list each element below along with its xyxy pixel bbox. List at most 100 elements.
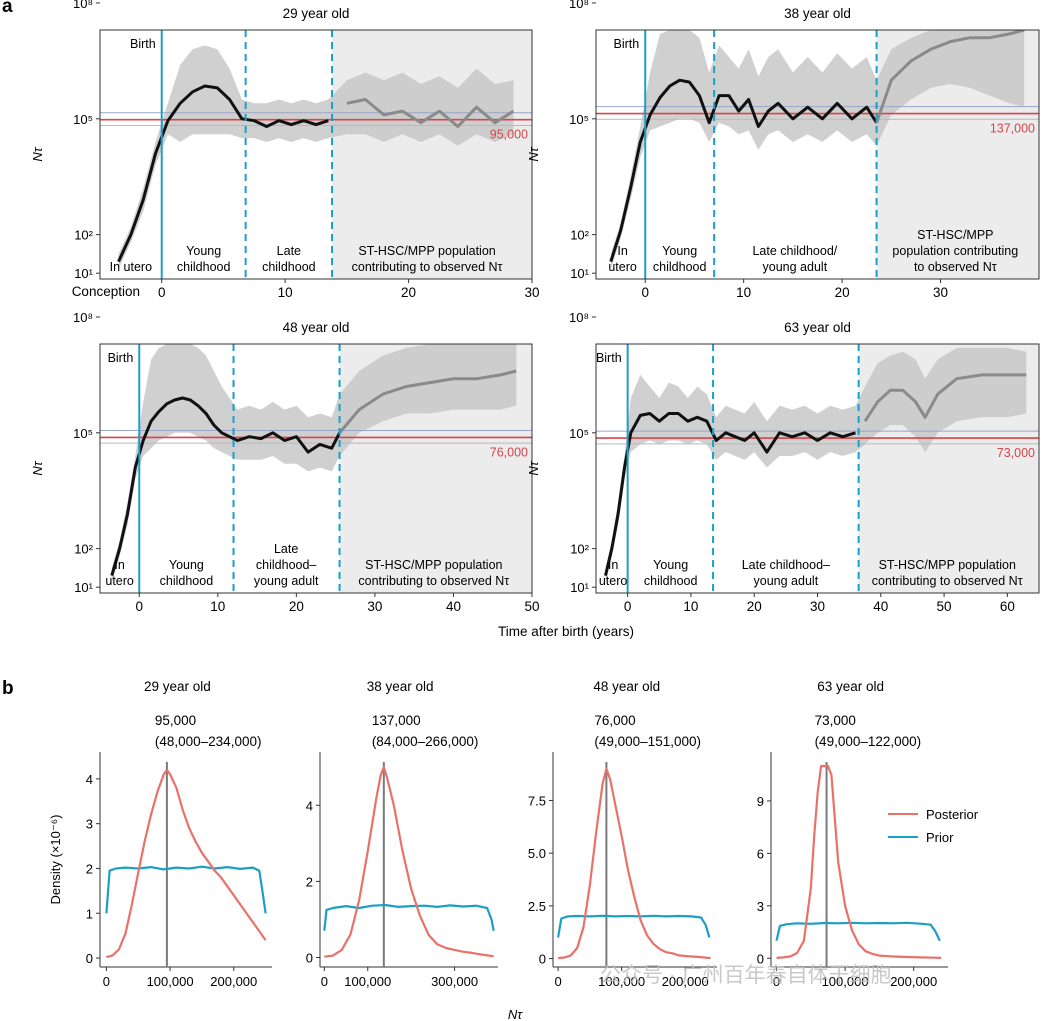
x-tick-label: 10 bbox=[683, 599, 698, 614]
y-tick-label: 0 bbox=[539, 952, 546, 967]
median-trajectory-faded bbox=[338, 369, 517, 434]
y-tick-label: 10⁵ bbox=[569, 426, 589, 441]
estimate-text: 73,000 bbox=[815, 713, 856, 728]
y-tick-label: 5.0 bbox=[528, 846, 546, 861]
phase-label: to observed Nτ bbox=[914, 260, 997, 274]
phase-label: Young bbox=[169, 558, 204, 572]
phase-label: childhood bbox=[262, 260, 316, 274]
x-tick-label: 20 bbox=[747, 599, 762, 614]
x-tick-label: 20 bbox=[289, 599, 304, 614]
median-trajectory bbox=[117, 84, 329, 263]
subplot-title: 63 year old bbox=[784, 320, 851, 335]
b-x-axis-label: Nτ bbox=[508, 1007, 523, 1021]
median-trajectory bbox=[110, 396, 341, 577]
phase-label: childhood bbox=[653, 260, 707, 274]
x-tick-label: 200,000 bbox=[210, 974, 257, 989]
y-tick-label: 10⁵ bbox=[73, 426, 93, 441]
prior-curve bbox=[775, 921, 941, 942]
y-axis-label: Density (×10⁻⁶) bbox=[48, 815, 63, 905]
x-tick-label: 100,000 bbox=[822, 974, 869, 989]
y-tick-label: 2.5 bbox=[528, 899, 546, 914]
y-axis-label: Nτ bbox=[526, 460, 541, 475]
y-tick-label: 0 bbox=[86, 951, 93, 966]
panel-b: 29 year old 95,000 (48,000–234,000) 0 1 2 3 4 0 1… bbox=[48, 679, 948, 989]
plot-area bbox=[100, 30, 532, 279]
phase-label: utero bbox=[105, 574, 134, 588]
x-tick-label: 0 bbox=[624, 599, 632, 614]
x-tick-label: 30 bbox=[933, 285, 948, 300]
subplot-title: 48 year old bbox=[593, 679, 660, 694]
credible-interval-ribbon bbox=[610, 30, 1025, 270]
y-tick-label: 10² bbox=[570, 542, 589, 557]
phase-label: contributing to observed Nτ bbox=[872, 574, 1023, 588]
subplot-title: 38 year old bbox=[367, 679, 434, 694]
conception-label: Conception bbox=[72, 284, 140, 299]
y-tick-label: 7.5 bbox=[528, 793, 546, 808]
prior-curve bbox=[323, 903, 495, 932]
y-tick-label: 3 bbox=[757, 899, 764, 914]
phase-label: population contributing bbox=[892, 244, 1018, 258]
panel-b-letter: b bbox=[2, 678, 14, 699]
phase-label: young adult bbox=[763, 260, 828, 274]
x-tick-label: 10 bbox=[736, 285, 751, 300]
x-tick-label: 40 bbox=[446, 599, 461, 614]
y-tick-label: 10¹ bbox=[570, 266, 589, 281]
x-tick-label: 30 bbox=[367, 599, 382, 614]
panel-b-subplot: 63 year old 73,000 (49,000–122,000) 0 3 6 9 0 10… bbox=[757, 679, 948, 989]
plot-area bbox=[596, 344, 1039, 593]
x-tick-label: 50 bbox=[937, 599, 952, 614]
legend: Posterior Prior bbox=[888, 807, 979, 845]
phase-label: childhood bbox=[177, 260, 231, 274]
panel-a-subplot: 38 year old 10¹ 10² 10⁵ 10⁸ Nτ 0 10 20 30 Birth 137… bbox=[526, 0, 1040, 300]
y-tick-label: 10⁸ bbox=[73, 310, 93, 325]
x-tick-label: 100,000 bbox=[147, 974, 194, 989]
x-tick-label: 0 bbox=[103, 974, 110, 989]
phase-label: childhood bbox=[644, 574, 698, 588]
interval-text: (84,000–266,000) bbox=[372, 734, 479, 749]
estimate-label: 76,000 bbox=[490, 445, 528, 459]
estimate-text: 76,000 bbox=[594, 713, 635, 728]
panel-a: 29 year old 10¹ 10² 10⁵ 10⁸ Nτ 0 10 20 30 Birth 95,… bbox=[30, 0, 1040, 614]
y-tick-label: 10¹ bbox=[570, 580, 589, 595]
phase-label: childhood– bbox=[256, 558, 317, 572]
phase-label: ST-HSC/MPP population bbox=[358, 244, 495, 258]
plot-area bbox=[596, 30, 1039, 279]
subplot-title: 48 year old bbox=[283, 320, 350, 335]
phase-label: Young bbox=[653, 558, 688, 572]
panel-a-subplot: 29 year old 10¹ 10² 10⁵ 10⁸ Nτ 0 10 20 30 Birth 95,… bbox=[30, 0, 540, 300]
phase-label: Young bbox=[662, 244, 697, 258]
phase-label: ST-HSC/MPP bbox=[917, 228, 993, 242]
phase-label: contributing to observed Nτ bbox=[352, 260, 503, 274]
interval-text: (48,000–234,000) bbox=[155, 734, 262, 749]
phase-label: Late childhood– bbox=[742, 558, 830, 572]
y-tick-label: 10⁸ bbox=[569, 0, 589, 11]
plot-frame bbox=[595, 29, 1040, 280]
posterior-curve bbox=[106, 768, 267, 959]
watermark-text: 公众号 · 广州百年春自体干细胞 bbox=[600, 964, 892, 987]
y-tick-label: 4 bbox=[306, 798, 313, 813]
y-axis-label: Nτ bbox=[30, 146, 45, 161]
birth-label: Birth bbox=[130, 37, 156, 51]
prior-curve bbox=[105, 865, 267, 914]
a-x-axis-label: Time after birth (years) bbox=[498, 624, 634, 639]
panel-b-subplot: 48 year old 76,000 (49,000–151,000) 0 2.5 5.0… bbox=[528, 679, 717, 989]
y-tick-label: 10⁸ bbox=[73, 0, 93, 11]
median-trajectory bbox=[604, 412, 856, 576]
posterior-curve bbox=[557, 767, 711, 960]
birth-label: Birth bbox=[614, 37, 640, 51]
y-tick-label: 9 bbox=[757, 794, 764, 809]
y-tick-label: 2 bbox=[86, 861, 93, 876]
y-tick-label: 10⁵ bbox=[73, 112, 93, 127]
subplot-title: 63 year old bbox=[817, 679, 884, 694]
x-tick-label: 10 bbox=[278, 285, 293, 300]
subplot-title: 38 year old bbox=[784, 6, 851, 21]
x-tick-label: 300,000 bbox=[431, 974, 478, 989]
x-tick-label: 30 bbox=[810, 599, 825, 614]
x-tick-label: 30 bbox=[524, 285, 539, 300]
estimate-label: 137,000 bbox=[990, 122, 1035, 136]
panel-a-letter: a bbox=[2, 0, 13, 17]
prior-curve bbox=[557, 914, 711, 938]
median-trajectory bbox=[609, 78, 878, 263]
median-trajectory-faded bbox=[863, 373, 1027, 423]
panel-b-subplot: 38 year old 137,000 (84,000–266,000) 0 2 4 0 10… bbox=[306, 679, 498, 989]
